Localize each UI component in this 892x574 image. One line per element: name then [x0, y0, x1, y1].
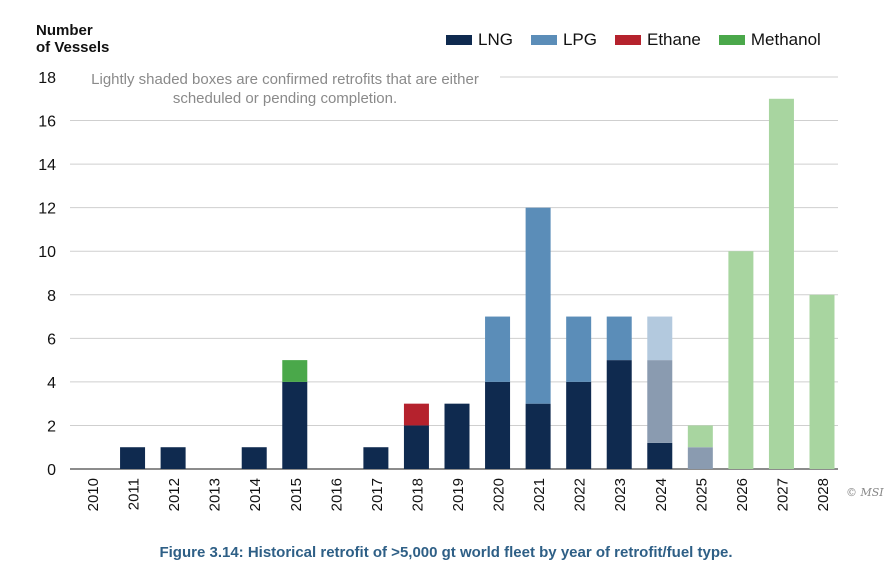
- bar-segment: [485, 316, 511, 382]
- bar-segment: [403, 403, 429, 426]
- bar-segment: [687, 447, 713, 469]
- legend-label-methanol: Methanol: [750, 30, 821, 49]
- x-tick-label: 2026: [734, 478, 751, 511]
- bar-segment: [120, 447, 146, 469]
- x-tick-label: 2014: [247, 478, 264, 511]
- bar-segment: [728, 251, 754, 469]
- bar-segment: [566, 316, 592, 382]
- x-tick-label: 2019: [450, 478, 467, 511]
- y-tick-label: 10: [38, 244, 56, 261]
- bar-segment: [768, 98, 794, 470]
- x-tick-label: 2013: [207, 478, 224, 511]
- bar-segment: [525, 403, 551, 469]
- x-tick-label: 2027: [774, 478, 791, 511]
- x-tick-label: 2012: [166, 478, 183, 511]
- x-tick-label: 2015: [288, 478, 305, 511]
- chart-note: Lightly shaded boxes are confirmed retro…: [70, 70, 500, 108]
- x-tick-label: 2018: [409, 478, 426, 511]
- x-tick-label: 2017: [369, 478, 386, 511]
- bar-segment: [525, 207, 551, 404]
- legend-item-ethane: Ethane: [615, 30, 701, 50]
- bar-segment: [282, 381, 308, 469]
- x-tick-label: 2020: [491, 478, 508, 511]
- legend-item-lpg: LPG: [530, 30, 597, 50]
- y-tick-label: 18: [38, 70, 56, 87]
- legend-swatch-ethane: [615, 35, 641, 45]
- legend-swatch-lng: [446, 35, 472, 45]
- bar-segment: [241, 447, 267, 469]
- x-tick-label: 2024: [653, 478, 670, 511]
- legend-swatch-methanol: [718, 35, 745, 45]
- bar-segment: [647, 360, 673, 443]
- bar-segment: [444, 403, 470, 469]
- legend-label-lng: LNG: [478, 30, 513, 49]
- credit: © MSI: [846, 486, 884, 499]
- bar-segment: [809, 294, 835, 469]
- x-tick-label: 2025: [693, 478, 710, 511]
- legend: LNG LPG Ethane Methanol: [446, 30, 829, 50]
- y-tick-label: 14: [38, 157, 56, 174]
- x-tick-label: 2010: [85, 478, 102, 511]
- x-tick-label: 2028: [815, 478, 832, 511]
- y-axis-label-line-2: of Vessels: [36, 39, 110, 56]
- y-tick-label: 2: [47, 418, 56, 435]
- bar-segment: [606, 316, 632, 361]
- y-tick-label: 12: [38, 201, 56, 218]
- bar-segment: [160, 447, 186, 469]
- legend-item-lng: LNG: [446, 30, 513, 50]
- figure-caption: Figure 3.14: Historical retrofit of >5,0…: [159, 544, 733, 561]
- bar-segment: [566, 381, 592, 469]
- bar-segment: [606, 360, 632, 469]
- legend-swatch-lpg: [530, 35, 557, 45]
- bar-segment: [647, 442, 673, 469]
- x-tick-label: 2021: [531, 478, 548, 511]
- bar-segment: [363, 447, 389, 469]
- y-tick-label: 8: [47, 288, 56, 305]
- x-tick-label: 2023: [612, 478, 629, 511]
- x-tick-label: 2022: [572, 478, 589, 511]
- bar-segment: [485, 381, 511, 469]
- y-tick-label: 16: [38, 114, 56, 131]
- legend-label-ethane: Ethane: [647, 30, 701, 49]
- y-tick-label: 6: [47, 331, 56, 348]
- legend-item-methanol: Methanol: [718, 30, 821, 50]
- x-tick-label: 2016: [328, 478, 345, 511]
- y-tick-label: 4: [47, 375, 56, 392]
- legend-label-lpg: LPG: [562, 30, 597, 49]
- y-axis-label-line-1: Number: [36, 22, 93, 39]
- y-axis-label: Number of Vessels: [36, 22, 109, 56]
- bar-segment: [687, 425, 713, 448]
- bar-segment: [282, 360, 308, 382]
- bar-segment: [647, 316, 673, 361]
- bar-segment: [403, 425, 429, 469]
- y-tick-label: 0: [47, 462, 56, 479]
- x-tick-label: 2011: [126, 478, 143, 510]
